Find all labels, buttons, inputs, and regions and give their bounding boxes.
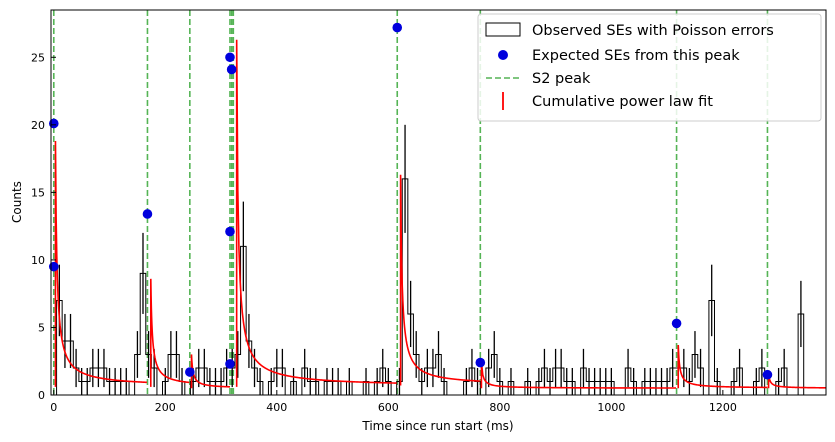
legend: Observed SEs with Poisson errors Expecte… [477,13,822,122]
expected-point [185,367,195,377]
fit-curve [399,174,480,386]
plot-frame [50,9,827,396]
x-tick-label: 800 [489,401,510,414]
y-tick-label: 0 [38,389,45,402]
fit-curve [150,278,190,387]
power-law-fit [54,39,826,389]
expected-point [225,52,235,63]
legend-swatch-observed [485,22,521,37]
y-tick-label: 15 [31,186,45,199]
expected-point [475,357,486,368]
fit-curve [54,141,147,387]
expected-point [392,22,403,33]
expected-point [226,64,237,75]
legend-label-fit: Cumulative power law fit [532,94,713,110]
fit-curve [190,354,230,389]
y-tick-label: 20 [31,119,45,132]
expected-point [225,359,235,369]
fit-curve [677,344,768,389]
expected-point [48,118,59,129]
expected-point [225,226,235,237]
y-tick-label: 10 [31,254,45,267]
expected-point [762,369,773,380]
legend-box [477,13,822,122]
y-tick-label: 5 [38,321,45,334]
x-tick-label: 1200 [709,401,737,414]
y-axis-ticks: 0 5 10 15 20 25 [31,51,56,402]
y-tick-label: 25 [31,51,45,64]
expected-point [48,261,59,272]
x-axis-ticks: 0 200 400 600 800 1000 1200 [50,390,737,414]
fit-curve [480,362,677,389]
x-tick-label: 400 [266,401,287,414]
x-axis-label: Time since run start (ms) [361,419,513,433]
legend-label-observed: Observed SEs with Poisson errors [532,23,774,39]
x-tick-label: 600 [378,401,399,414]
legend-swatch-expected [498,50,508,60]
y-axis-label: Counts [10,181,24,223]
expected-point [671,318,682,329]
legend-label-expected: Expected SEs from this peak [532,48,740,64]
x-tick-label: 0 [50,401,57,414]
expected-point [142,209,153,219]
fit-curve [235,39,397,387]
legend-label-s2: S2 peak [532,71,591,87]
x-tick-label: 1000 [597,401,625,414]
x-tick-label: 200 [155,401,176,414]
fit-curve [767,373,826,389]
